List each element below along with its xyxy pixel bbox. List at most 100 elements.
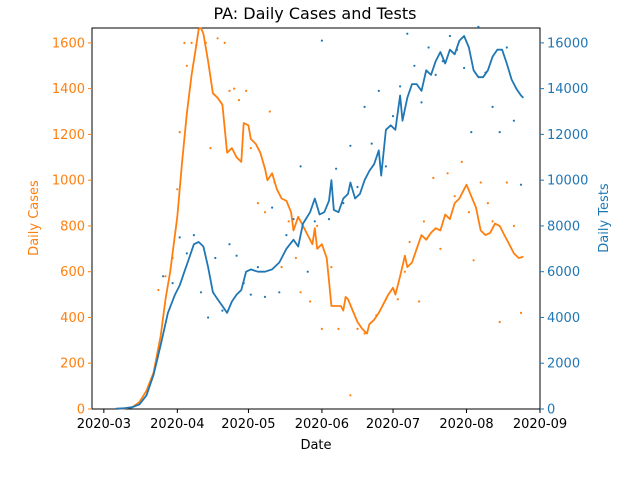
tests-point	[327, 218, 331, 221]
tests-point	[370, 142, 373, 145]
cases-point	[486, 202, 489, 205]
tests-point	[477, 25, 480, 28]
tests-point	[427, 46, 430, 49]
tests-point	[342, 202, 345, 205]
tests-point	[185, 252, 188, 255]
tests-point	[306, 270, 309, 273]
tests-point	[192, 234, 195, 237]
tests-point	[448, 34, 451, 38]
left-y-tick-label: 1000	[52, 174, 85, 189]
left-y-tick-label: 600	[60, 265, 85, 280]
right-y-tick-label: 2000	[547, 357, 580, 372]
cases-point	[263, 211, 267, 214]
cases-point	[418, 300, 421, 303]
tests-point	[278, 291, 281, 294]
cases-point	[498, 320, 501, 324]
tests-point	[399, 85, 402, 88]
chart-title: PA: Daily Cases and Tests	[214, 4, 417, 23]
tests-point	[470, 131, 473, 134]
left-y-tick-label: 800	[60, 219, 85, 234]
tests-point	[171, 282, 174, 285]
cases-point	[453, 195, 456, 198]
right-y-tick-label: 12000	[547, 128, 588, 143]
tests-point	[228, 243, 231, 246]
cases-point	[439, 247, 442, 250]
tests-point	[406, 32, 409, 35]
tests-point	[207, 316, 210, 319]
tests-point	[285, 234, 288, 237]
left-y-tick-label: 400	[60, 311, 85, 326]
right-y-tick-label: 16000	[547, 36, 588, 51]
left-y-tick-label: 1200	[52, 128, 85, 143]
tests-point	[299, 165, 302, 168]
tests-point	[391, 115, 395, 118]
x-tick-label: 2020-04	[150, 417, 204, 432]
cases-point	[216, 37, 219, 40]
tests-point	[214, 256, 217, 260]
cases-point	[384, 298, 387, 301]
tests-line	[115, 35, 525, 410]
tests-point	[349, 144, 352, 147]
x-tick-label: 2020-03	[77, 417, 131, 432]
tests-point	[498, 131, 501, 134]
x-tick-label: 2020-09	[513, 417, 567, 432]
cases-point	[396, 298, 399, 301]
left-y-axis-label: Daily Cases	[27, 180, 42, 256]
tests-point	[242, 282, 245, 285]
tests-point	[320, 39, 323, 42]
tests-point	[420, 101, 423, 104]
x-tick-label: 2020-05	[221, 417, 275, 432]
tests-point	[256, 266, 259, 269]
cases-point	[479, 181, 482, 184]
cases-point	[337, 327, 340, 330]
tests-point	[413, 64, 416, 67]
cases-point	[183, 41, 186, 45]
cases-point	[256, 202, 259, 205]
left-y-tick-label: 1600	[52, 36, 85, 51]
right-y-tick-label: 10000	[547, 174, 588, 189]
left-y-axis-ticks: 0 200 400 600 800 1000 1200 1400 1600	[52, 36, 92, 418]
tests-point	[356, 185, 359, 189]
cases-point	[176, 188, 179, 191]
x-tick-label: 2020-08	[439, 417, 493, 432]
right-y-axis-label: Daily Tests	[597, 183, 612, 253]
cases-point	[422, 220, 425, 223]
tests-point	[512, 119, 516, 122]
tests-point	[313, 220, 316, 223]
cases-point	[268, 110, 271, 113]
tests-point	[178, 236, 181, 239]
right-y-axis-ticks: 0 2000 4000 6000 8000 10000 12000 14000 16000	[540, 36, 588, 418]
cases-point	[356, 327, 359, 330]
tests-point	[199, 291, 203, 294]
cases-point	[491, 220, 494, 223]
cases-point	[164, 275, 167, 278]
cases-point	[228, 89, 231, 92]
tests-point	[505, 46, 508, 49]
tests-point	[441, 60, 444, 63]
x-tick-label: 2020-07	[366, 417, 420, 432]
cases-line	[115, 27, 524, 410]
right-y-tick-label: 4000	[547, 311, 580, 326]
tests-point	[384, 165, 387, 168]
tests-point	[484, 71, 487, 74]
cases-point	[209, 147, 212, 150]
tests-point	[249, 293, 252, 296]
cases-point	[178, 131, 181, 134]
tests-point	[292, 218, 295, 221]
x-axis-ticks: 2020-03 2020-04 2020-05 2020-06 2020-07 2020-…	[77, 409, 567, 432]
cases-point	[349, 394, 352, 397]
cases-point	[460, 160, 463, 163]
cases-point	[363, 332, 366, 335]
right-y-tick-label: 14000	[547, 82, 588, 97]
right-y-tick-label: 0	[547, 403, 555, 418]
series-layer	[115, 25, 525, 410]
cases-point	[316, 224, 319, 227]
cases-point	[185, 64, 188, 67]
cases-point	[157, 288, 160, 292]
cases-point	[403, 270, 406, 273]
tests-point	[271, 206, 274, 209]
tests-point	[377, 89, 380, 92]
left-y-tick-label: 200	[60, 357, 85, 372]
tests-point	[491, 105, 494, 108]
